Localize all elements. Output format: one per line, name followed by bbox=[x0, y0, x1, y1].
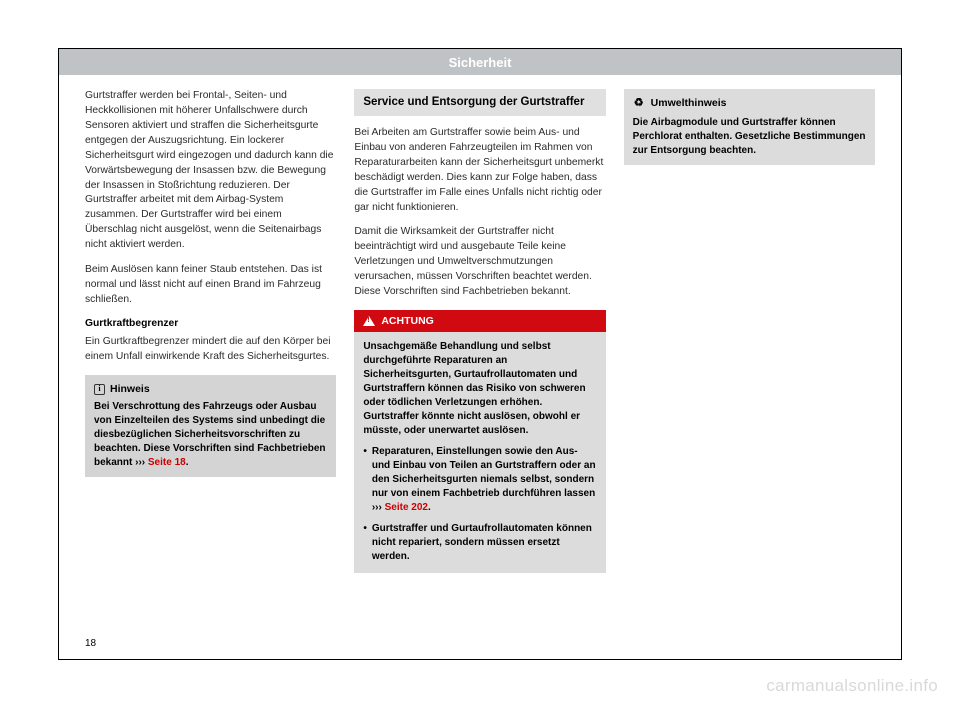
manual-page: Sicherheit Gurtstraffer werden bei Front… bbox=[58, 48, 902, 660]
bullet-content: Reparaturen, Einstellungen sowie den Aus… bbox=[372, 445, 597, 515]
column-3: ♻ Umwelthinweis Die Airbagmodule und Gur… bbox=[624, 89, 875, 573]
page-number: 18 bbox=[85, 638, 96, 649]
page-link: Seite 18 bbox=[148, 457, 186, 468]
achtung-title: ACHTUNG bbox=[381, 315, 434, 327]
hinweis-box: i Hinweis Bei Verschrottung des Fahrzeug… bbox=[85, 375, 336, 478]
umwelthinweis-title: Umwelthinweis bbox=[651, 96, 727, 111]
hinweis-title: Hinweis bbox=[110, 382, 150, 397]
page-link: Seite 202 bbox=[385, 502, 428, 513]
paragraph: Bei Arbeiten am Gurtstraffer sowie beim … bbox=[354, 126, 605, 216]
paragraph: Gurtstraffer werden bei Frontal-, Seiten… bbox=[85, 89, 336, 253]
info-icon: i bbox=[94, 384, 105, 395]
page-header: Sicherheit bbox=[59, 49, 901, 75]
paragraph: Ein Gurtkraftbegrenzer mindert die auf d… bbox=[85, 335, 336, 365]
achtung-box: ACHTUNG Unsachgemäße Behandlung und selb… bbox=[354, 310, 605, 573]
umwelthinweis-body: Die Airbagmodule und Gurtstraffer können… bbox=[633, 116, 866, 158]
achtung-paragraph: Unsachgemäße Behandlung und selbst durch… bbox=[363, 340, 596, 438]
achtung-bullet: Gurtstraffer und Gurtaufrollautomaten kö… bbox=[363, 522, 596, 564]
section-header: Service und Entsorgung der Gurtstraffer bbox=[354, 89, 605, 116]
column-1: Gurtstraffer werden bei Frontal-, Seiten… bbox=[85, 89, 336, 573]
column-2: Service und Entsorgung der Gurtstraffer … bbox=[354, 89, 605, 573]
umwelthinweis-box: ♻ Umwelthinweis Die Airbagmodule und Gur… bbox=[624, 89, 875, 165]
recycle-icon: ♻ bbox=[633, 97, 645, 109]
bullet-content: Gurtstraffer und Gurtaufrollautomaten kö… bbox=[372, 522, 597, 564]
hinweis-body: Bei Verschrottung des Fahrzeugs oder Aus… bbox=[94, 400, 327, 470]
subheading: Gurtkraftbegrenzer bbox=[85, 318, 336, 329]
warning-icon bbox=[363, 316, 375, 326]
paragraph: Beim Auslösen kann feiner Staub entstehe… bbox=[85, 263, 336, 308]
achtung-body: Unsachgemäße Behandlung und selbst durch… bbox=[354, 332, 605, 573]
page-content: Gurtstraffer werden bei Frontal-, Seiten… bbox=[59, 75, 901, 573]
hinweis-text-a: Bei Verschrottung des Fahrzeugs oder Aus… bbox=[94, 401, 326, 468]
paragraph: Damit die Wirksamkeit der Gurtstraffer n… bbox=[354, 225, 605, 300]
hinweis-text-b: . bbox=[186, 457, 189, 468]
hinweis-title-row: i Hinweis bbox=[94, 382, 327, 397]
watermark: carmanualsonline.info bbox=[766, 676, 938, 696]
bullet-text-b: . bbox=[428, 502, 431, 513]
page-header-title: Sicherheit bbox=[449, 55, 512, 70]
achtung-bullet: Reparaturen, Einstellungen sowie den Aus… bbox=[363, 445, 596, 515]
umwelthinweis-title-row: ♻ Umwelthinweis bbox=[633, 96, 866, 111]
achtung-title-row: ACHTUNG bbox=[354, 310, 605, 332]
